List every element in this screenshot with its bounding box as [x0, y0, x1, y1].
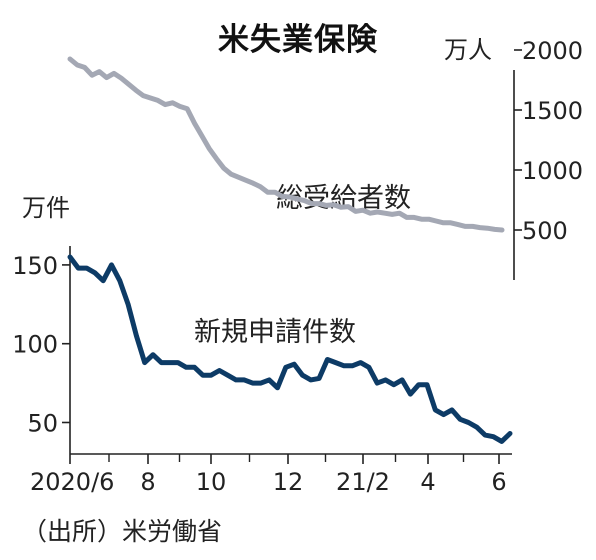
bottom-y-tick-label: 50	[27, 409, 58, 437]
x-tick-label: 21/2	[336, 468, 390, 496]
bottom-axis-unit: 万件	[22, 194, 70, 222]
top-y-tick-label: 500	[522, 217, 568, 245]
top-axis-unit: 万人	[444, 36, 492, 64]
source-note: （出所）米労働省	[22, 517, 223, 546]
x-tick-label: 2020/6	[30, 468, 114, 496]
x-tick-label: 8	[140, 468, 155, 496]
top-y-tick-label: 1500	[522, 97, 583, 125]
new-claims-line	[67, 254, 513, 444]
bottom-y-tick-label: 100	[12, 331, 58, 359]
x-tick-label: 6	[491, 468, 506, 496]
bottom-y-tick-label: 150	[12, 252, 58, 280]
x-tick-label: 4	[420, 468, 435, 496]
top-y-tick-label: 2000	[522, 37, 583, 65]
chart-title: 米失業保険	[218, 22, 378, 58]
top-y-tick-label: 1000	[522, 157, 583, 185]
x-tick-label: 12	[273, 468, 304, 496]
total-benefits-line	[67, 56, 505, 233]
x-tick-label: 10	[196, 468, 227, 496]
series-label-new-claims: 新規申請件数	[194, 317, 356, 348]
